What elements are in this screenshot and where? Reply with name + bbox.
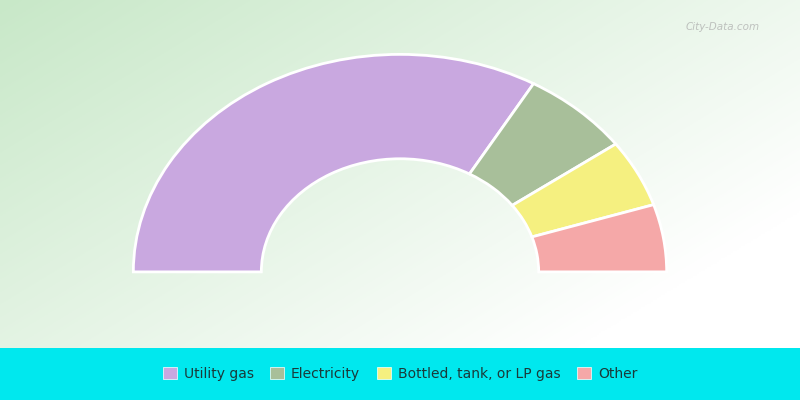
Wedge shape xyxy=(470,84,616,205)
Wedge shape xyxy=(512,144,654,237)
Wedge shape xyxy=(134,54,534,272)
Text: City-Data.com: City-Data.com xyxy=(686,22,760,32)
Legend: Utility gas, Electricity, Bottled, tank, or LP gas, Other: Utility gas, Electricity, Bottled, tank,… xyxy=(162,367,638,381)
Wedge shape xyxy=(532,205,666,272)
